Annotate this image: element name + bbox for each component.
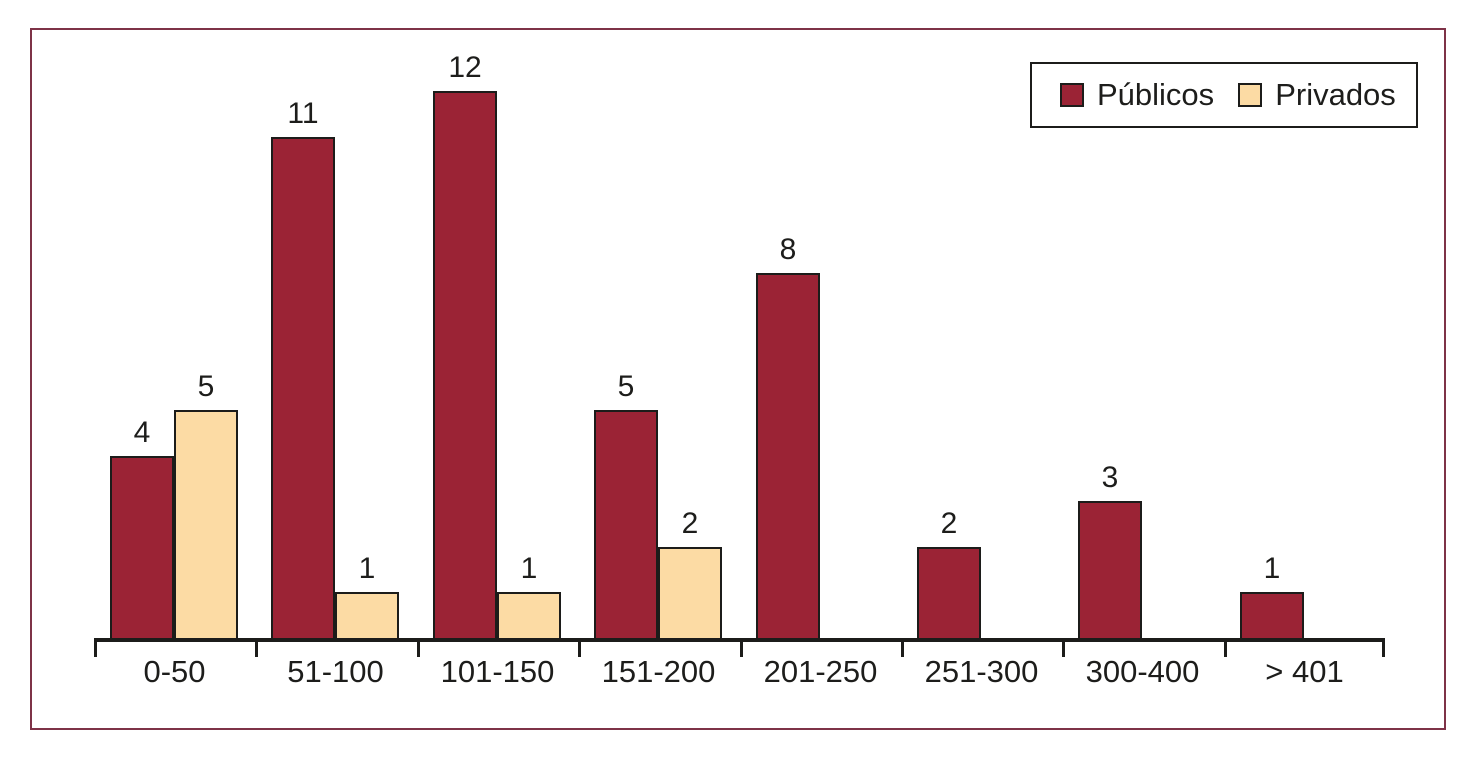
legend: Públicos Privados bbox=[1030, 62, 1418, 128]
bar-publicos-6 bbox=[1078, 501, 1142, 638]
x-axis-tick-3 bbox=[578, 642, 581, 657]
x-axis-tick-0 bbox=[94, 642, 97, 657]
x-axis-label-4: 201-250 bbox=[763, 654, 878, 689]
privados-swatch bbox=[1238, 83, 1263, 107]
bar-publicos-1 bbox=[271, 137, 335, 638]
value-label-privados-2: 1 bbox=[520, 552, 538, 585]
x-axis-tick-5 bbox=[901, 642, 904, 657]
value-label-publicos-1: 11 bbox=[287, 97, 319, 130]
x-axis-tick-8 bbox=[1382, 642, 1385, 657]
value-label-privados-3: 2 bbox=[681, 507, 699, 540]
bar-publicos-5 bbox=[917, 547, 981, 638]
x-axis-tick-6 bbox=[1062, 642, 1065, 657]
value-label-publicos-4: 8 bbox=[779, 233, 797, 266]
x-axis-label-2: 101-150 bbox=[440, 654, 555, 689]
bar-privados-3 bbox=[658, 547, 722, 638]
x-axis-tick-1 bbox=[255, 642, 258, 657]
value-label-privados-1: 1 bbox=[358, 552, 376, 585]
bar-privados-2 bbox=[497, 592, 561, 638]
x-axis-tick-4 bbox=[740, 642, 743, 657]
value-label-publicos-2: 12 bbox=[448, 51, 482, 84]
value-label-privados-0: 5 bbox=[197, 370, 215, 403]
bar-publicos-4 bbox=[756, 273, 820, 638]
value-label-publicos-5: 2 bbox=[940, 507, 958, 540]
x-axis-label-0: 0-50 bbox=[143, 654, 206, 689]
value-label-publicos-0: 4 bbox=[133, 416, 151, 449]
x-axis-label-3: 151-200 bbox=[601, 654, 716, 689]
bar-privados-0 bbox=[174, 410, 238, 638]
publicos-swatch bbox=[1060, 83, 1084, 107]
x-axis-label-6: 300-400 bbox=[1085, 654, 1200, 689]
x-axis-tick-7 bbox=[1224, 642, 1227, 657]
x-axis-label-7: > 401 bbox=[1265, 654, 1344, 689]
x-axis-label-5: 251-300 bbox=[924, 654, 1039, 689]
chart-frame: 4 5 0-50 11 1 51-100 12 1 101-150 5 2 151-200 8 201-2… bbox=[30, 28, 1446, 730]
bar-publicos-3 bbox=[594, 410, 658, 638]
x-axis bbox=[94, 638, 1385, 642]
bar-publicos-2 bbox=[433, 91, 497, 638]
bar-privados-1 bbox=[335, 592, 399, 638]
plot-area: 4 5 0-50 11 1 51-100 12 1 101-150 5 2 151-200 8 201-2… bbox=[94, 30, 1385, 687]
bar-publicos-0 bbox=[110, 456, 174, 638]
x-axis-label-1: 51-100 bbox=[287, 654, 384, 689]
x-axis-tick-2 bbox=[417, 642, 420, 657]
legend-label-privados: Privados bbox=[1275, 77, 1396, 112]
bar-publicos-7 bbox=[1240, 592, 1304, 638]
value-label-publicos-6: 3 bbox=[1101, 461, 1119, 494]
value-label-publicos-3: 5 bbox=[617, 370, 635, 403]
value-label-publicos-7: 1 bbox=[1263, 552, 1281, 585]
legend-label-publicos: Públicos bbox=[1097, 77, 1215, 112]
